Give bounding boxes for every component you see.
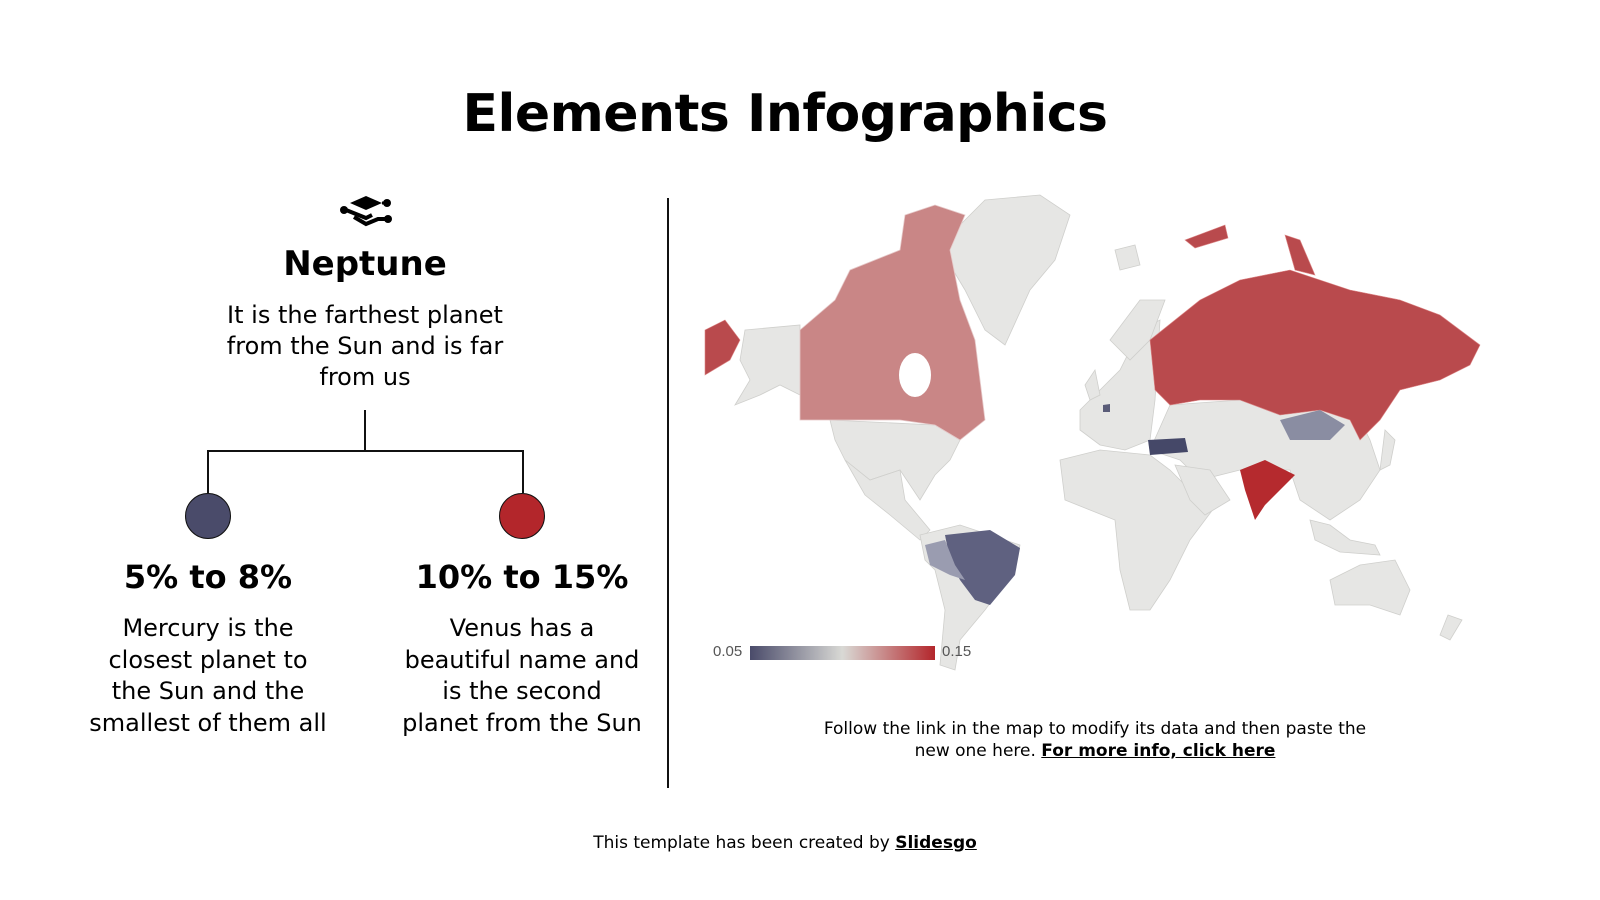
region-belgium — [1103, 404, 1110, 412]
hudson-bay — [899, 353, 931, 397]
legend-max-label: 0.15 — [942, 643, 972, 660]
connector-right — [522, 450, 524, 493]
region-uk — [1084, 368, 1101, 401]
legend-color-scale — [750, 646, 935, 660]
map-note-text: Follow the link in the map to modify its… — [823, 719, 1367, 761]
region-greenland — [944, 194, 1071, 346]
map-note: Follow the link in the map to modify its… — [820, 718, 1370, 762]
region-europe — [1079, 319, 1161, 451]
connector-left — [207, 450, 209, 493]
region-india — [1240, 460, 1295, 520]
region-japan — [1379, 429, 1396, 471]
region-scandinavia — [1109, 299, 1166, 361]
region-central-america — [844, 459, 931, 541]
color-dot-high — [499, 493, 545, 539]
color-dot-low — [185, 493, 231, 539]
range-high: 10% to 15% — [415, 558, 629, 596]
main-heading: Neptune — [283, 244, 447, 284]
connector-bar — [207, 450, 524, 452]
main-description: It is the farthest planet from the Sun a… — [226, 301, 504, 391]
region-peru-bolivia — [925, 540, 965, 580]
region-alaska — [734, 324, 801, 406]
footer: This template has been created by Slides… — [0, 833, 1570, 853]
slidesgo-link[interactable]: Slidesgo — [895, 833, 977, 853]
more-info-link[interactable]: For more info, click here — [1041, 741, 1276, 761]
region-turkey — [1148, 438, 1188, 455]
divider — [667, 198, 669, 788]
region-russia — [1149, 269, 1481, 441]
region-new-zealand — [1439, 614, 1463, 641]
region-russia-east — [704, 319, 741, 376]
description-high: Venus has a beautiful name and is the se… — [402, 614, 642, 737]
description-low: Mercury is the closest planet to the Sun… — [89, 614, 327, 737]
region-canada — [799, 204, 986, 441]
region-brazil — [945, 530, 1020, 605]
footer-text: This template has been created by — [593, 833, 890, 853]
range-low: 5% to 8% — [123, 558, 293, 596]
connector-stem — [364, 410, 366, 451]
region-russia-islands-2 — [1284, 234, 1316, 276]
layers-icon — [340, 196, 392, 227]
world-map[interactable] — [700, 190, 1490, 680]
region-africa — [1059, 449, 1221, 611]
region-southeast-asia — [1309, 519, 1381, 556]
region-svalbard — [1114, 244, 1141, 271]
region-australia — [1329, 559, 1411, 616]
legend-min-label: 0.05 — [713, 643, 743, 660]
slide-title: Elements Infographics — [462, 84, 1108, 144]
region-mongolia — [1280, 410, 1345, 440]
region-russia-islands — [1184, 224, 1229, 249]
region-arabia — [1174, 464, 1231, 516]
